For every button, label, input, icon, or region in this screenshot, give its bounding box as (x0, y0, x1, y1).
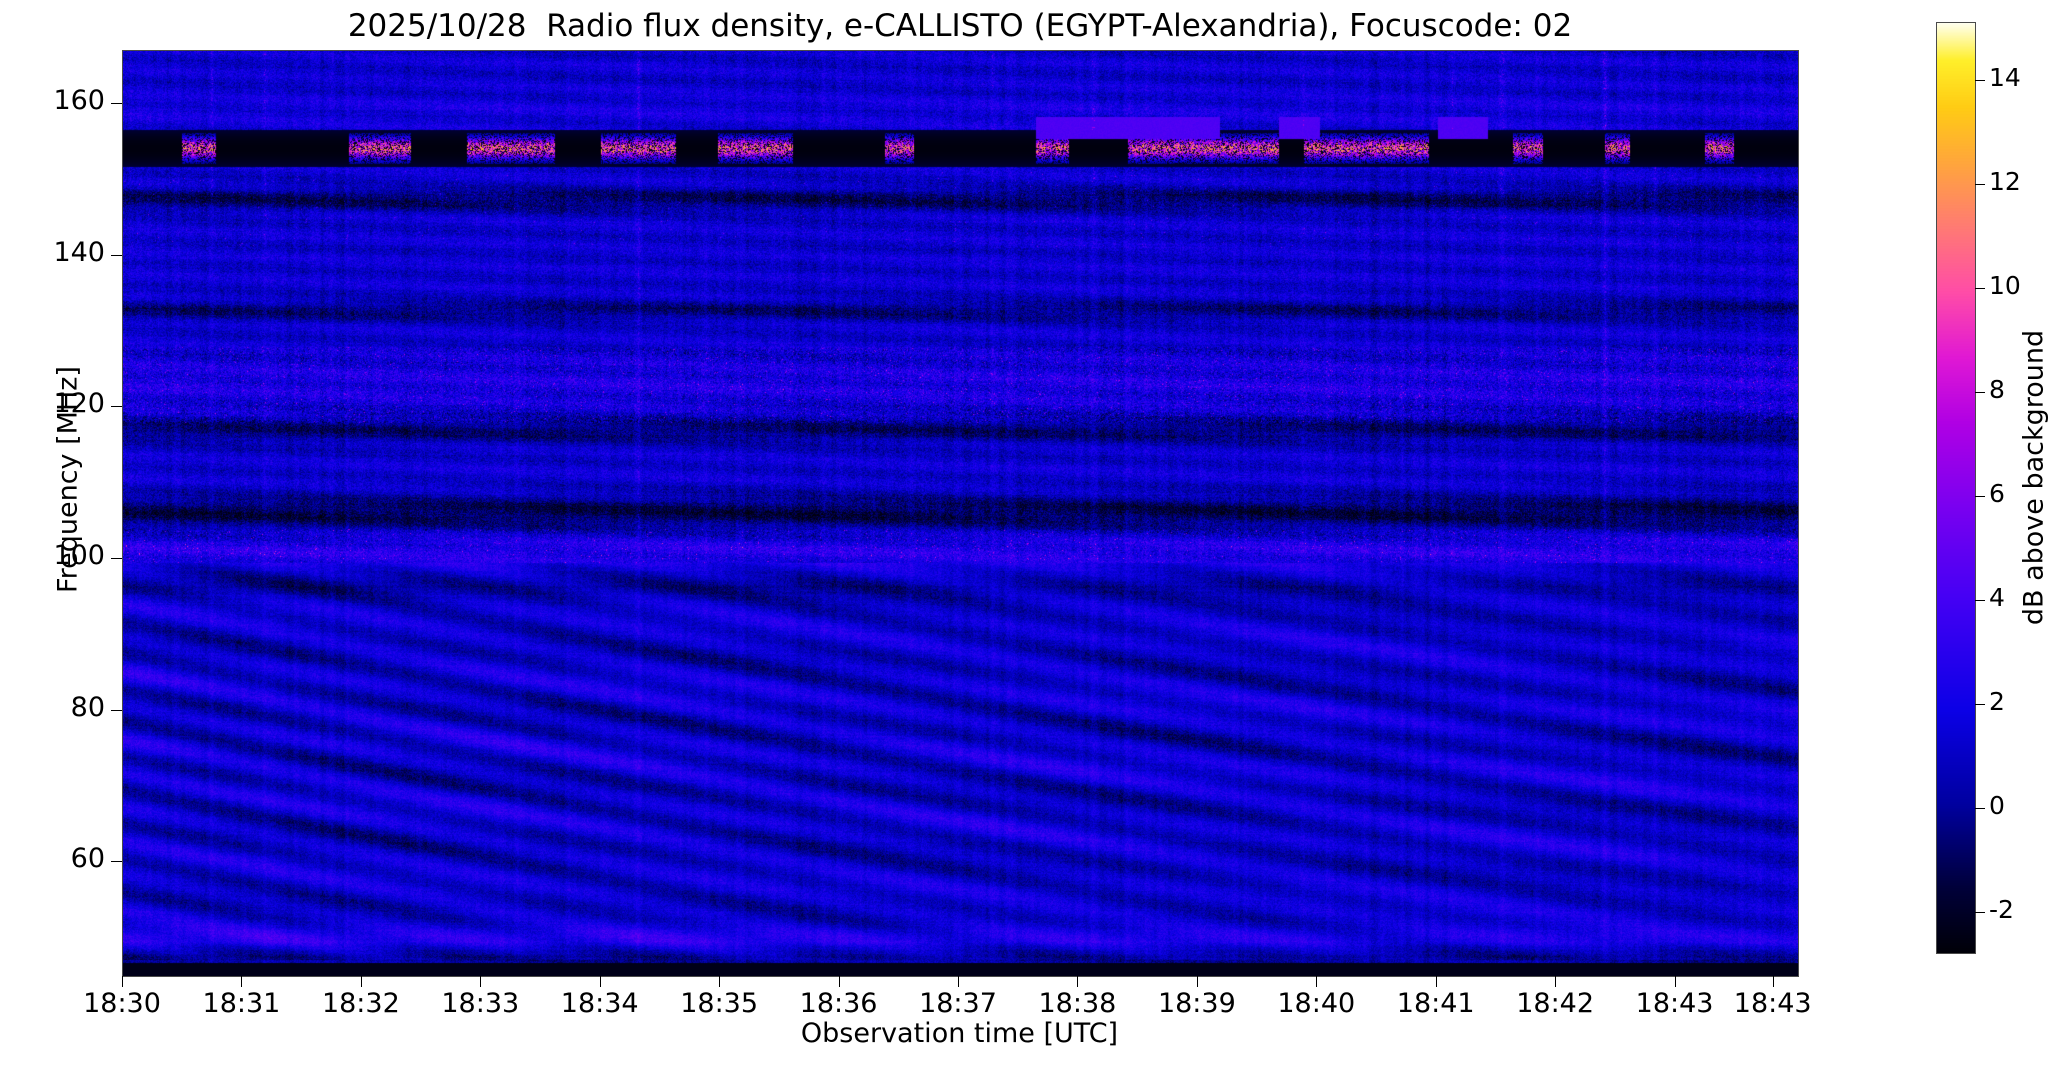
x-tick-label: 18:43 (1635, 988, 1714, 1019)
page-title: 2025/10/28 Radio flux density, e-CALLIST… (347, 8, 1573, 44)
x-tick-mark (1772, 976, 1774, 987)
colorbar-tick-mark (1975, 392, 1985, 394)
x-tick-mark (241, 976, 243, 987)
x-axis-label: Observation time [UTC] (800, 1018, 1119, 1049)
x-tick-label: 18:43 (1733, 988, 1812, 1019)
x-tick-label: 18:36 (799, 988, 878, 1019)
y-tick-mark (111, 254, 122, 256)
x-tick-mark (1077, 976, 1079, 987)
x-tick-mark (1555, 976, 1557, 987)
spectrogram-plot[interactable] (122, 50, 1799, 977)
spectrogram-image (123, 51, 1798, 976)
colorbar-tick-label: 8 (1989, 375, 2005, 405)
colorbar-tick-label: 2 (1989, 686, 2005, 716)
x-tick-label: 18:40 (1277, 988, 1356, 1019)
colorbar-tick-label: 14 (1989, 63, 2021, 93)
y-tick-mark (111, 709, 122, 711)
colorbar-axis-label: dB above background (2018, 329, 2050, 626)
colorbar-tick-mark (1975, 807, 1985, 809)
x-tick-label: 18:41 (1396, 988, 1475, 1019)
y-tick-mark (111, 406, 122, 408)
y-tick-label: 80 (70, 691, 105, 723)
colorbar-tick-label: 4 (1989, 582, 2005, 612)
y-tick-label: 160 (53, 85, 105, 117)
y-tick-mark (111, 861, 122, 863)
x-tick-mark (480, 976, 482, 987)
colorbar-tick-mark (1975, 80, 1985, 82)
x-tick-label: 18:32 (321, 988, 400, 1019)
x-tick-mark (1435, 976, 1437, 987)
x-tick-mark (838, 976, 840, 987)
colorbar-tick-label: 12 (1989, 167, 2021, 197)
colorbar-tick-label: 6 (1989, 479, 2005, 509)
x-tick-label: 18:42 (1516, 988, 1595, 1019)
y-tick-label: 60 (70, 843, 105, 875)
y-tick-mark (111, 558, 122, 559)
colorbar[interactable] (1936, 22, 1976, 954)
x-tick-mark (360, 976, 362, 987)
colorbar-gradient (1937, 23, 1975, 953)
y-tick-label: 140 (53, 236, 105, 268)
x-tick-mark (599, 976, 601, 987)
y-tick-label: 120 (53, 388, 105, 420)
x-tick-label: 18:39 (1157, 988, 1236, 1019)
y-tick-label: 100 (53, 540, 105, 571)
colorbar-tick-mark (1975, 911, 1985, 913)
x-tick-label: 18:31 (202, 988, 281, 1019)
x-tick-mark (1316, 976, 1318, 987)
x-tick-label: 18:37 (919, 988, 997, 1019)
colorbar-tick-mark (1975, 496, 1985, 498)
colorbar-tick-label: 0 (1989, 790, 2005, 820)
x-tick-mark (122, 976, 123, 987)
colorbar-tick-mark (1975, 288, 1985, 290)
x-tick-label: 18:30 (83, 988, 161, 1019)
colorbar-tick-mark (1975, 599, 1985, 601)
x-tick-label: 18:35 (680, 988, 759, 1019)
colorbar-tick-mark (1975, 184, 1985, 186)
x-tick-mark (719, 976, 721, 987)
y-tick-mark (111, 103, 122, 105)
y-axis-label: Frequency [MHz] (52, 366, 84, 593)
x-tick-mark (957, 976, 959, 987)
x-tick-label: 18:33 (441, 988, 520, 1019)
x-tick-label: 18:38 (1038, 988, 1117, 1019)
x-tick-mark (1196, 976, 1198, 987)
colorbar-tick-mark (1975, 703, 1985, 705)
x-tick-label: 18:34 (560, 988, 639, 1019)
colorbar-tick-label: 10 (1989, 271, 2021, 301)
colorbar-tick-label: -2 (1989, 894, 2014, 924)
x-tick-mark (1674, 976, 1676, 987)
